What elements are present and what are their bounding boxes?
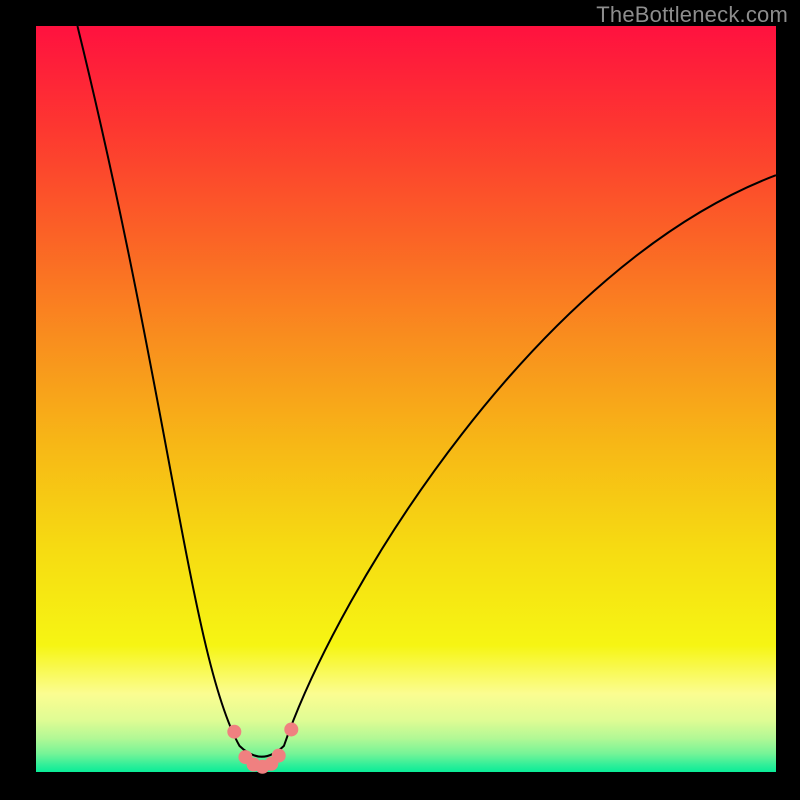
valley-marker (272, 749, 286, 763)
valley-marker (284, 722, 298, 736)
plot-background (36, 26, 776, 772)
valley-marker (227, 725, 241, 739)
bottleneck-chart (0, 0, 800, 800)
chart-container: TheBottleneck.com (0, 0, 800, 800)
